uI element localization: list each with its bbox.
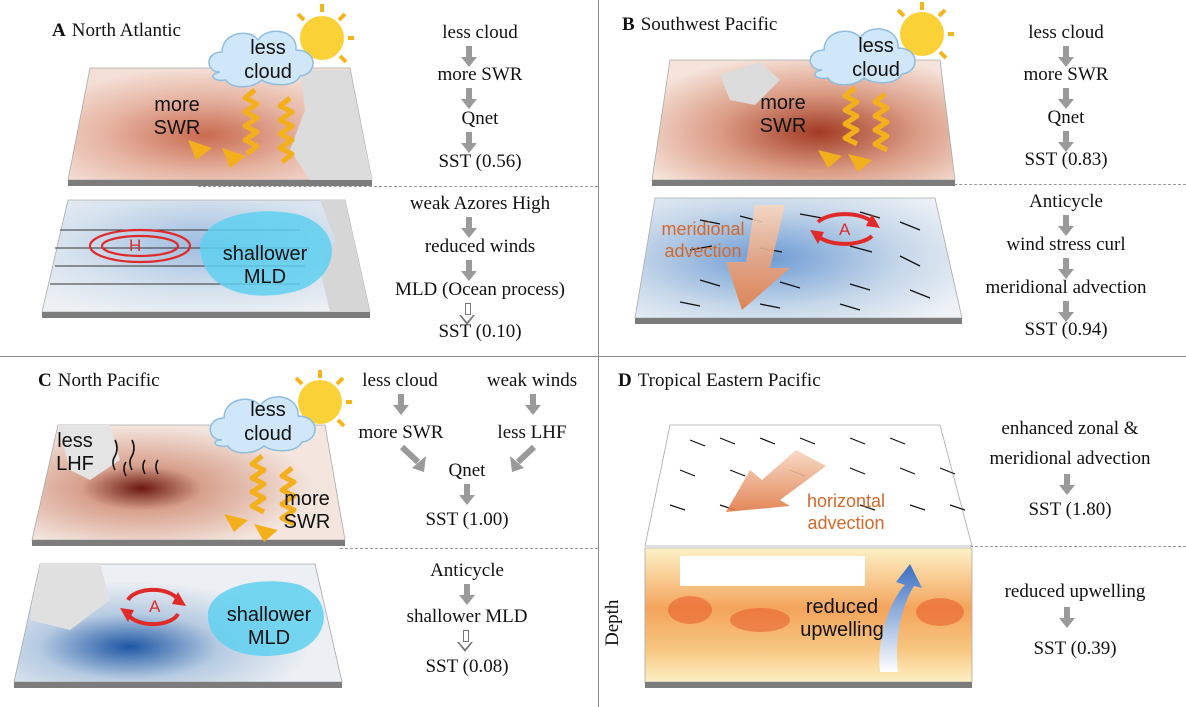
panel-b-flow-bottom-step-4: SST (0.94) xyxy=(1024,319,1108,340)
panel-a-flow-arrow-2 xyxy=(461,88,477,109)
panel-d-flow-step-1: enhanced zonal & xyxy=(1001,418,1139,439)
panel-b-wind-vectors xyxy=(679,211,931,311)
panel-a-high-label: H xyxy=(129,236,142,255)
panel-d-advection-label: horizontal advection xyxy=(806,491,886,533)
panel-a-flow-arrow-3 xyxy=(461,132,477,153)
panel-a-flow-bottom-arrow-2 xyxy=(461,260,477,281)
panel-c-right-step-1: weak winds xyxy=(486,370,578,391)
panel-c-lhf-label: less LHF xyxy=(56,430,94,475)
panel-a-swr-label: more SWR xyxy=(153,94,201,139)
panel-b-flow-arrow-1 xyxy=(1058,46,1074,67)
panel-b-flow-step-4: SST (0.83) xyxy=(1024,149,1108,170)
panel-c-flow-bottom-step-1: Anticycle xyxy=(430,560,504,581)
panel-c-anticyclone-icon xyxy=(126,587,180,627)
panel-b-cloud-label: less cloud xyxy=(852,35,900,81)
panel-c-merge-arrow xyxy=(459,484,475,505)
panel-c-mld-blob xyxy=(207,581,324,657)
panel-c-left-step-2: more SWR xyxy=(358,422,444,443)
vertical-divider xyxy=(598,0,599,707)
panel-c-merge-step-2: SST (1.00) xyxy=(425,509,509,530)
panel-c-right-arrow-1 xyxy=(525,394,541,415)
panel-c-flow-bottom-step-2: shallower MLD xyxy=(406,606,528,627)
panel-d-dashed-divider xyxy=(970,546,1186,547)
panel-d-flow-bottom-step-1: reduced upwelling xyxy=(1004,581,1146,602)
panel-a-flow-step-3: Qnet xyxy=(461,108,499,129)
panel-a-mld-label: shallower MLD xyxy=(222,243,308,288)
panel-c-swr-arrows xyxy=(249,454,297,527)
panel-a-mld-blob xyxy=(200,211,332,296)
panel-c-swr-label: more SWR xyxy=(283,488,331,533)
panel-b-flow-bottom-step-2: wind stress curl xyxy=(1006,234,1126,255)
panel-d-flow-bottom-step-2: SST (0.39) xyxy=(1033,638,1117,659)
panel-b-flow-arrow-2 xyxy=(1058,88,1074,109)
panel-b-dashed-divider xyxy=(820,184,1186,185)
panel-d-wind-vectors xyxy=(669,437,966,511)
horizontal-divider xyxy=(0,356,1186,357)
panel-a-swr-arrows xyxy=(242,88,295,164)
panel-b-flow-bottom-step-1: Anticycle xyxy=(1029,191,1103,212)
panel-b-flow-bottom-arrow-2 xyxy=(1058,258,1074,279)
panel-b-swr-label: more SWR xyxy=(759,92,807,137)
panel-c-sun-icon xyxy=(294,370,352,428)
panel-b-cloud-icon xyxy=(809,28,916,86)
panel-d-flow-step-2: meridional advection xyxy=(989,448,1151,469)
panel-b-flow-bottom-arrow-3 xyxy=(1058,301,1074,322)
panel-b-flow-arrow-3 xyxy=(1058,131,1074,152)
panel-c-dashed-divider xyxy=(340,548,598,549)
panel-c-right-step-2: less LHF xyxy=(497,422,567,443)
panel-c-cloud-icon xyxy=(209,396,316,454)
panel-c-flow-bottom-arrow-2 xyxy=(457,630,473,652)
panel-c-lhf-arrows xyxy=(112,439,159,477)
panel-a-flow-bottom-arrow-1 xyxy=(461,217,477,238)
panel-a-flow-bottom-step-3: MLD (Ocean process) xyxy=(395,279,565,300)
panel-c-mld-label: shallower MLD xyxy=(226,604,312,649)
panel-a-sun-icon xyxy=(296,4,354,64)
panel-d-upwelling-label: reduced upwelling xyxy=(800,596,884,641)
panel-a-title: A North Atlantic xyxy=(52,20,181,41)
panel-a-flow-bottom-arrow-3 xyxy=(459,303,475,325)
panel-a-cloud-icon xyxy=(208,30,314,88)
panel-a-flow-step-2: more SWR xyxy=(437,64,523,85)
panel-b-flow-bottom-step-3: meridional advection xyxy=(985,277,1147,298)
panel-c-merge-step-1: Qnet xyxy=(448,460,486,481)
panel-d-upwelling-arrow xyxy=(879,564,922,672)
panel-c-left-step-1: less cloud xyxy=(362,370,438,391)
panel-b-advection-label: meridional advection xyxy=(661,219,745,261)
panel-d-advection-arrow xyxy=(726,450,826,512)
panel-d-wind-map xyxy=(644,424,973,547)
panel-d-title: D Tropical Eastern Pacific xyxy=(618,370,821,391)
panel-b-sun-icon xyxy=(896,2,954,60)
panel-d-flow-step-3: SST (1.80) xyxy=(1028,499,1112,520)
panel-a-cloud-label: less cloud xyxy=(244,37,292,83)
panel-b-swr-arrows xyxy=(842,86,890,153)
panel-a-flow-step-4: SST (0.56) xyxy=(438,151,522,172)
panel-b-title: B Southwest Pacific xyxy=(622,14,778,35)
panel-c-cloud-label: less cloud xyxy=(244,399,292,445)
panel-b-flow-step-3: Qnet xyxy=(1047,107,1085,128)
panel-d-flow-bottom-arrow-1 xyxy=(1059,607,1075,628)
panel-c-flow-bottom-arrow-1 xyxy=(459,584,475,605)
panel-b-flow-step-1: less cloud xyxy=(1028,22,1104,43)
panel-c-anticyclone-label: A xyxy=(149,597,161,616)
panel-b-advection-arrow xyxy=(726,205,790,310)
panel-a-flow-bottom-step-2: reduced winds xyxy=(424,236,536,257)
panel-d-flow-arrow-1 xyxy=(1059,474,1075,495)
panel-a-flow-arrow-1 xyxy=(461,46,477,67)
panel-c-left-arrow-1 xyxy=(393,394,409,415)
panel-b-anticyclone-label: A xyxy=(839,220,851,239)
panel-b-flow-step-2: more SWR xyxy=(1023,64,1109,85)
panel-a-dashed-divider xyxy=(198,186,598,187)
panel-a-flow-bottom-step-1: weak Azores High xyxy=(409,193,551,214)
panel-a-flow-step-1: less cloud xyxy=(442,22,518,43)
panel-b-anticyclone-icon xyxy=(816,212,874,246)
panel-a-flow-bottom-step-4: SST (0.10) xyxy=(438,321,522,342)
panel-c-flow-bottom-step-3: SST (0.08) xyxy=(425,656,509,677)
panel-c-title: C North Pacific xyxy=(38,370,160,391)
panel-b-flow-bottom-arrow-1 xyxy=(1058,215,1074,236)
